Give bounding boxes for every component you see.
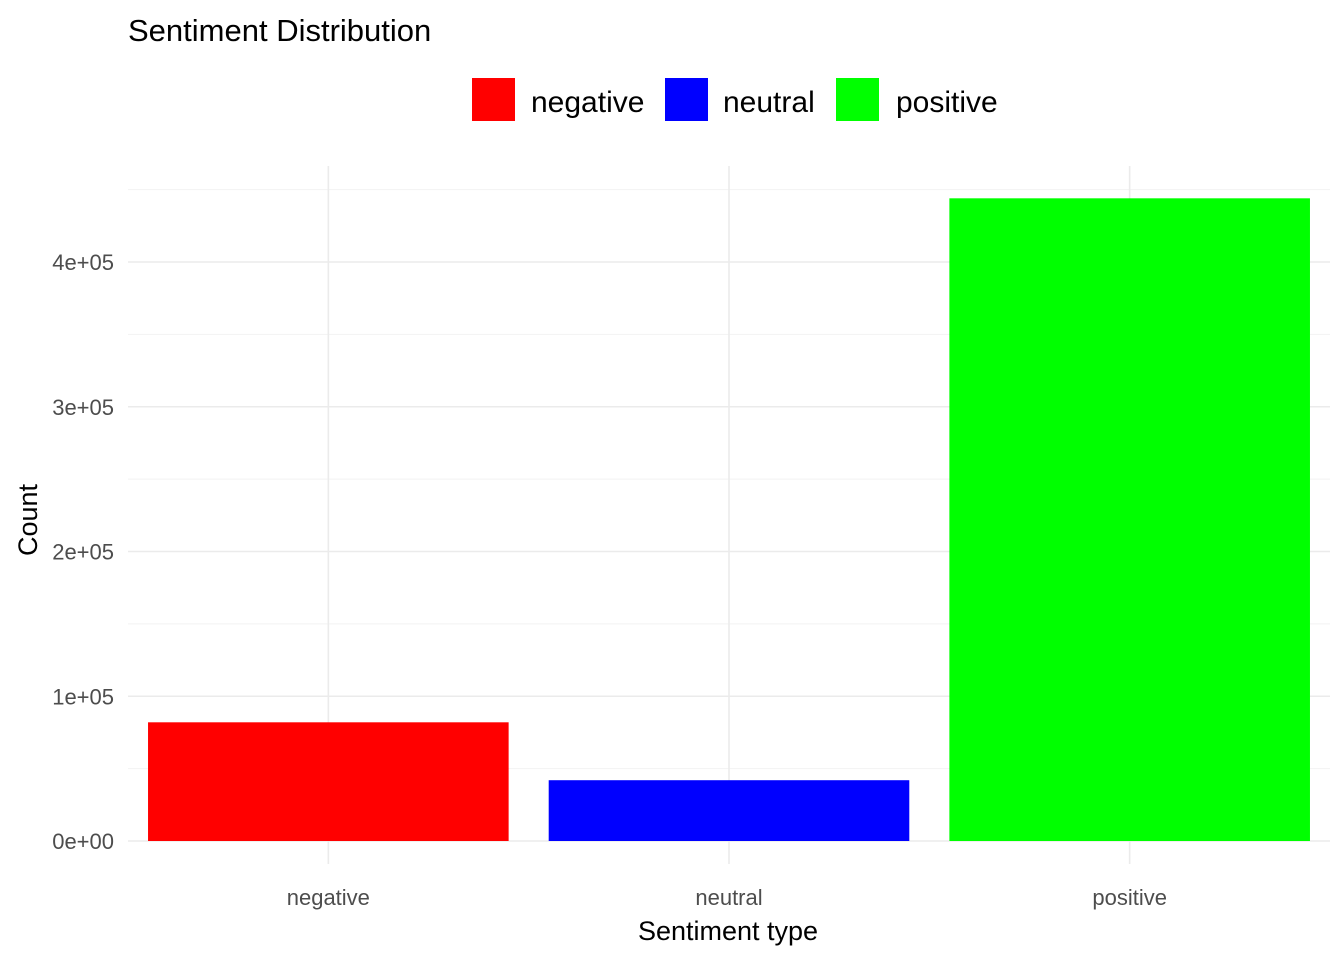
bars (148, 198, 1310, 841)
x-tick-label: positive (1092, 885, 1167, 910)
y-tick-label: 1e+05 (52, 684, 114, 709)
legend-label-positive: positive (896, 86, 998, 119)
x-tick-label: negative (287, 885, 370, 910)
legend-label-neutral: neutral (723, 86, 815, 119)
legend-key-positive (836, 78, 879, 121)
y-tick-label: 2e+05 (52, 540, 114, 565)
legend-key-neutral (665, 78, 708, 121)
x-axis-ticks: negative neutral positive (287, 885, 1167, 910)
bar-positive (949, 198, 1310, 841)
chart-title: Sentiment Distribution (128, 13, 431, 48)
x-axis-title: Sentiment type (638, 916, 818, 946)
legend-key-negative (472, 78, 515, 121)
y-axis-ticks: 0e+00 1e+05 2e+05 3e+05 4e+05 (52, 250, 114, 854)
y-tick-label: 3e+05 (52, 395, 114, 420)
x-tick-label: neutral (695, 885, 762, 910)
y-tick-label: 0e+00 (52, 829, 114, 854)
bar-negative (148, 722, 509, 841)
y-tick-label: 4e+05 (52, 250, 114, 275)
legend-label-negative: negative (531, 86, 644, 119)
bar-neutral (548, 780, 910, 841)
y-axis-title: Count (13, 483, 43, 556)
legend: negative neutral positive (472, 78, 998, 121)
